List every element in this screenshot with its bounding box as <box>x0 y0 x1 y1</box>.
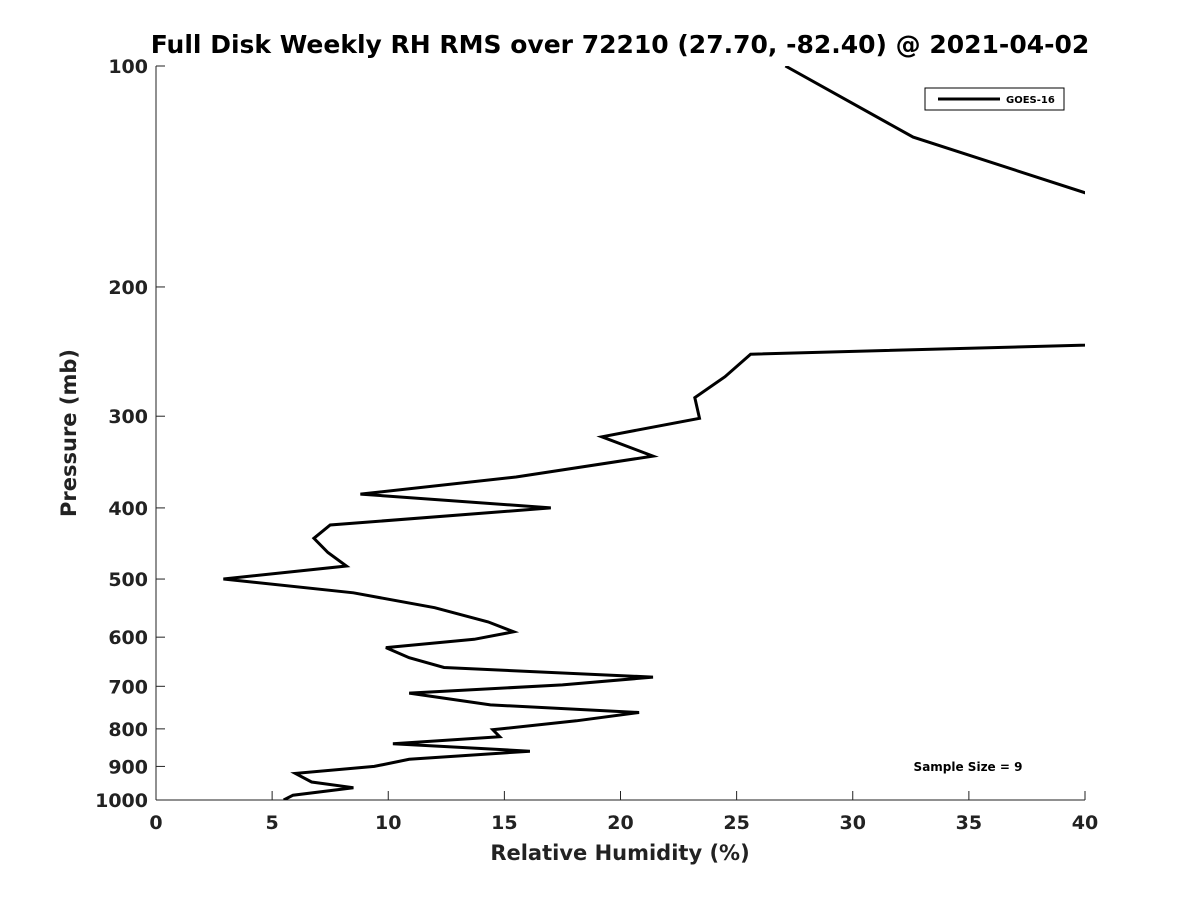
x-tick-label: 25 <box>723 812 749 834</box>
plot-area <box>223 66 1085 800</box>
sample-size-annotation: Sample Size = 9 <box>914 760 1023 774</box>
y-tick-label: 1000 <box>95 790 148 812</box>
y-tick-label: 800 <box>108 719 148 741</box>
x-tick-label: 35 <box>956 812 982 834</box>
y-axis-ticks: 100 200 300 400 500 600 700 800 900 1000 <box>95 56 165 812</box>
y-tick-label: 100 <box>108 56 148 78</box>
y-tick-label: 200 <box>108 277 148 299</box>
x-tick-label: 0 <box>149 812 162 834</box>
series-group <box>223 66 1085 800</box>
y-tick-label: 700 <box>108 676 148 698</box>
y-tick-label: 900 <box>108 756 148 778</box>
x-tick-label: 40 <box>1072 812 1098 834</box>
x-tick-label: 15 <box>491 812 517 834</box>
x-axis-label: Relative Humidity (%) <box>490 841 749 865</box>
series-line-goes-16-segment-2 <box>223 343 1085 800</box>
x-tick-label: 30 <box>840 812 866 834</box>
legend: GOES-16 <box>924 87 1065 111</box>
series-line-goes-16-segment-1 <box>784 66 1085 195</box>
chart-title: Full Disk Weekly RH RMS over 72210 (27.7… <box>151 30 1090 59</box>
x-tick-label: 5 <box>266 812 279 834</box>
x-tick-label: 20 <box>607 812 633 834</box>
legend-entry-goes-16: GOES-16 <box>1006 95 1055 106</box>
x-tick-label: 10 <box>375 812 401 834</box>
y-tick-label: 500 <box>108 569 148 591</box>
y-tick-label: 300 <box>108 406 148 428</box>
y-tick-label: 400 <box>108 498 148 520</box>
y-tick-label: 600 <box>108 627 148 649</box>
y-axis-label: Pressure (mb) <box>57 349 81 517</box>
x-axis-ticks: 0 5 10 15 20 25 30 35 40 <box>149 791 1098 834</box>
